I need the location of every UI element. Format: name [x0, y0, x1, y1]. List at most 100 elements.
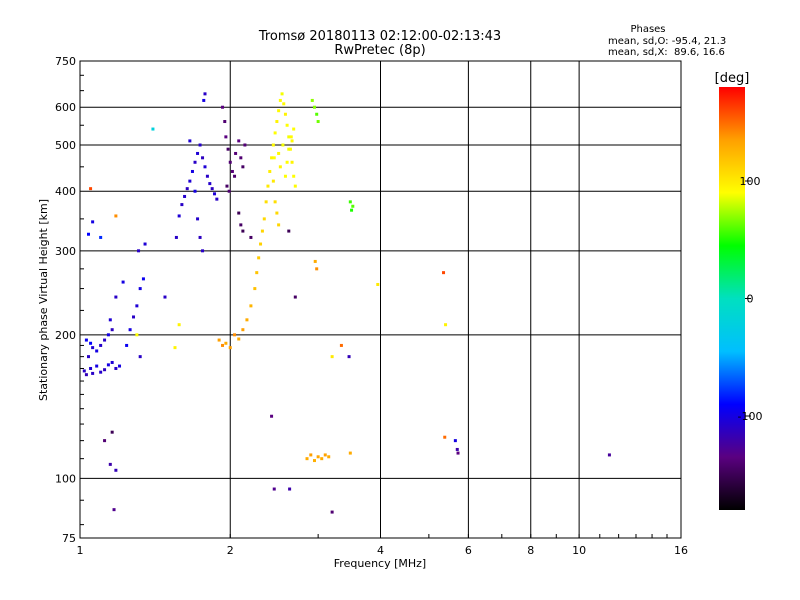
data-point — [174, 235, 178, 239]
data-point — [110, 328, 114, 332]
data-point — [259, 242, 263, 246]
y-axis-label: Stationary phase Virtual Height [km] — [37, 199, 50, 401]
data-point — [260, 229, 264, 233]
data-point — [315, 267, 319, 271]
data-point — [193, 160, 197, 164]
data-point — [292, 174, 296, 178]
phase-box-title: Phases — [630, 24, 665, 35]
data-point — [287, 147, 291, 151]
data-point — [290, 139, 294, 143]
data-point — [277, 109, 281, 113]
data-point — [137, 249, 141, 253]
data-point — [177, 214, 181, 218]
data-point — [215, 197, 219, 201]
data-point — [313, 259, 317, 263]
data-point — [351, 204, 355, 208]
data-point — [270, 414, 274, 418]
data-point — [277, 223, 281, 227]
data-point — [237, 139, 241, 143]
data-point — [453, 439, 457, 443]
data-point — [330, 510, 334, 514]
colorbar-tick-label: -100 — [738, 410, 763, 423]
data-point — [91, 371, 95, 375]
data-point — [91, 346, 95, 350]
data-point — [99, 370, 103, 374]
data-point — [108, 318, 112, 322]
data-point — [455, 447, 459, 451]
data-point — [228, 160, 232, 164]
data-point — [177, 323, 181, 327]
data-point — [188, 139, 192, 143]
data-point — [607, 453, 611, 457]
data-point — [456, 451, 460, 455]
data-point — [190, 169, 194, 173]
data-point — [288, 147, 292, 151]
data-point — [82, 369, 86, 373]
data-point — [444, 323, 448, 327]
colorbar-ticks: 100 0 -100 — [738, 175, 763, 423]
x-axis-label: Frequency [MHz] — [334, 557, 426, 570]
y-axis-ticks: 75 100 200 300 400 500 600 750 — [55, 55, 84, 545]
chart-subtitle: RwPretec (8p) — [334, 43, 425, 58]
data-point — [84, 338, 88, 342]
data-point — [237, 211, 241, 215]
data-point — [272, 156, 276, 160]
data-point — [193, 189, 197, 193]
data-point — [217, 338, 221, 342]
data-point — [293, 184, 297, 188]
data-point — [95, 349, 99, 353]
data-point — [347, 355, 351, 359]
data-point — [185, 187, 189, 191]
data-point — [241, 328, 245, 332]
data-point — [268, 169, 272, 173]
chart-title: Tromsø 20180113 02:12:00-02:13:43 — [258, 29, 501, 44]
y-tick-label: 300 — [55, 245, 76, 258]
data-point — [223, 120, 227, 124]
data-point — [275, 211, 279, 215]
data-point — [151, 127, 155, 131]
data-point — [205, 174, 209, 178]
data-point — [103, 439, 107, 443]
data-point — [225, 184, 229, 188]
data-point — [135, 304, 139, 308]
data-point — [271, 179, 275, 183]
data-point — [89, 187, 93, 191]
data-point — [91, 220, 95, 224]
data-point — [241, 229, 245, 233]
data-point — [99, 343, 103, 347]
data-point — [114, 366, 118, 370]
data-point — [234, 151, 238, 155]
data-point — [290, 160, 294, 164]
data-point — [350, 208, 354, 212]
data-point — [233, 333, 237, 337]
data-point — [255, 271, 259, 275]
data-point — [287, 135, 291, 139]
data-point — [106, 363, 110, 367]
data-point — [292, 127, 296, 131]
data-point — [110, 430, 114, 434]
data-point — [201, 156, 205, 160]
data-point — [103, 338, 107, 342]
data-point — [280, 92, 284, 96]
data-point — [141, 277, 145, 281]
data-point — [320, 457, 324, 461]
data-point — [285, 160, 289, 164]
data-point — [327, 455, 331, 459]
data-point — [224, 135, 228, 139]
data-point — [348, 200, 352, 204]
y-tick-label: 400 — [55, 185, 76, 198]
data-point — [233, 174, 237, 178]
data-point — [282, 102, 286, 106]
data-point — [213, 192, 217, 196]
data-point — [273, 200, 277, 204]
data-point — [226, 147, 230, 151]
phase-box-line-o: mean, sd,O: -95.4, 21.3 — [608, 36, 726, 47]
data-point — [110, 360, 114, 364]
data-point — [249, 304, 253, 308]
y-tick-label: 750 — [55, 55, 76, 68]
colorbar-label: [deg] — [715, 71, 750, 86]
colorbar-tick-label: 0 — [747, 293, 754, 306]
data-point — [180, 203, 184, 207]
data-point — [227, 189, 231, 193]
data-point — [309, 453, 313, 457]
